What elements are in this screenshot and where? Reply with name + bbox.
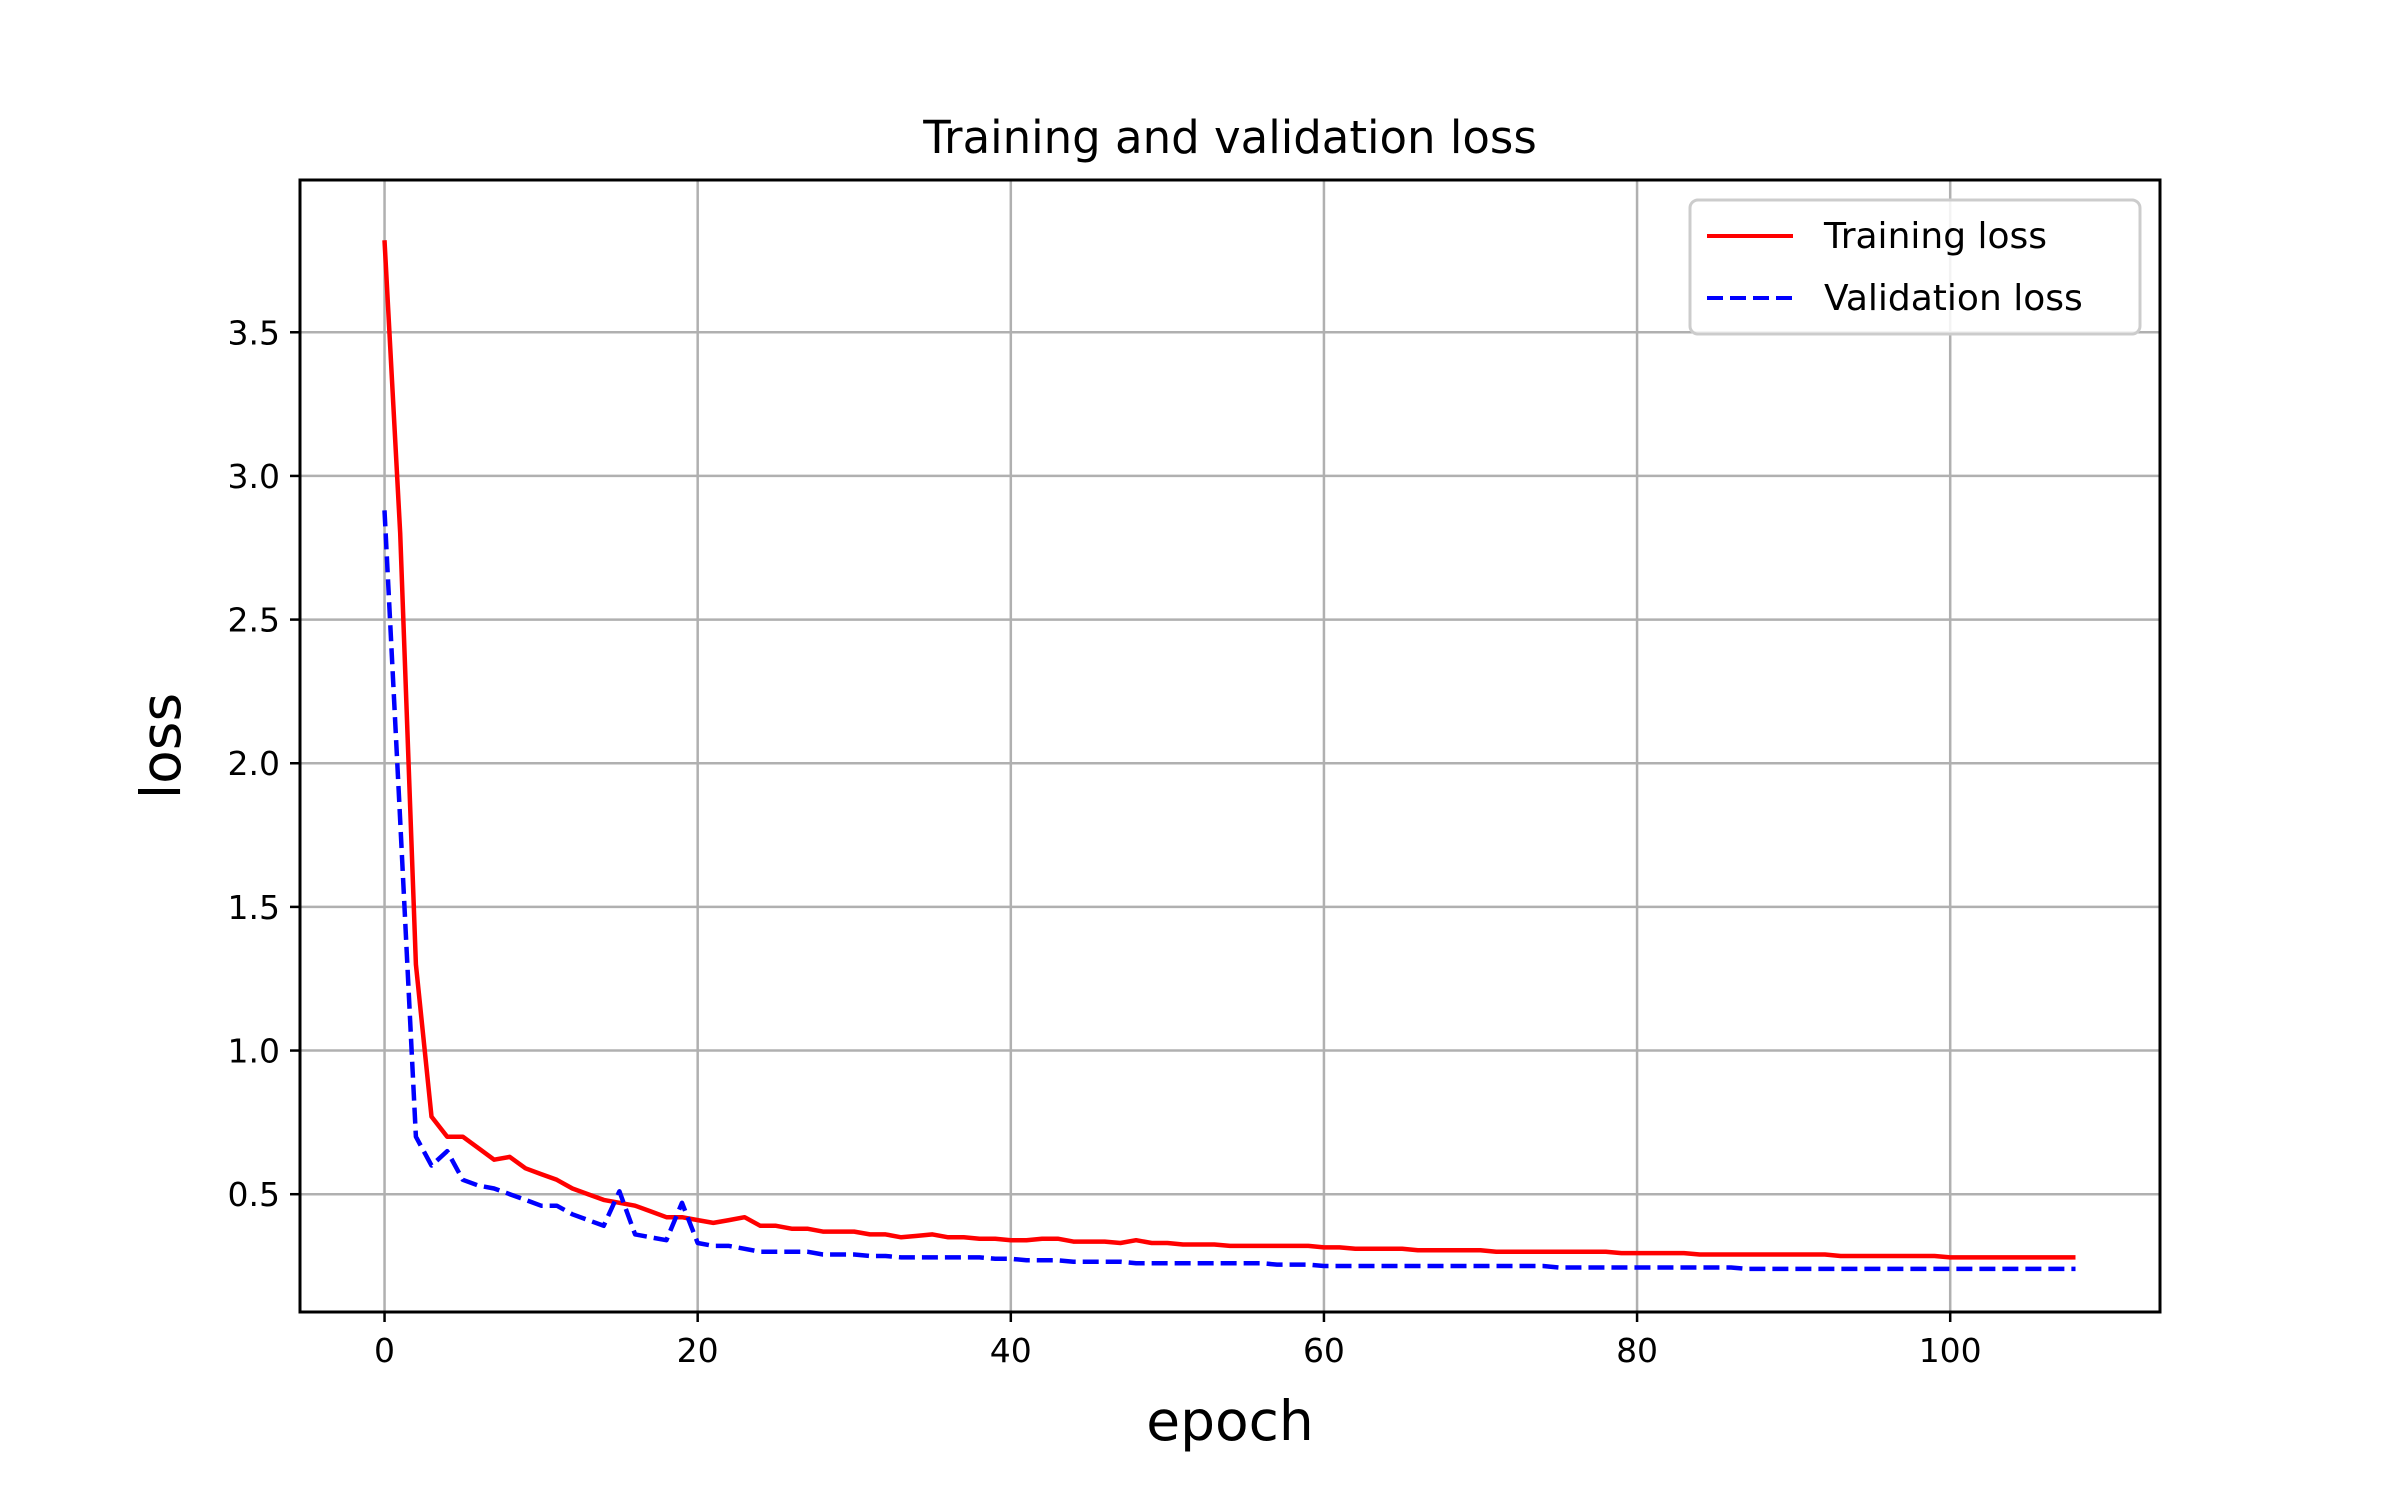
series-line-validation [382,510,2076,1272]
series-layer [382,240,2076,1272]
y-tick-label: 1.5 [228,888,280,927]
y-tick-label: 2.0 [228,744,280,783]
plot-frame [298,178,2162,1314]
y-tick-label: 3.5 [228,313,280,352]
y-tick-label: 3.0 [228,457,280,496]
axis-ticks: 0 20 40 60 80 100 0.5 1.0 1.5 2.0 2.5 3.0 3.5 [228,313,1982,1370]
legend-box [1688,198,2142,336]
y-tick-label: 1.0 [228,1032,280,1071]
y-axis-label: loss [129,693,193,799]
x-tick-label: 60 [1303,1331,1345,1370]
x-tick-label: 40 [990,1331,1032,1370]
legend: Training loss Validation loss [1688,198,2142,336]
x-tick-label: 0 [374,1331,395,1370]
series-line-training [382,240,2076,1260]
y-tick-label: 0.5 [228,1175,280,1214]
legend-label-validation: Validation loss [1824,278,2083,319]
chart-title: Training and validation loss [922,111,1537,164]
y-tick-label: 2.5 [228,601,280,640]
grid-lines [300,180,2160,1312]
x-tick-label: 80 [1616,1331,1658,1370]
legend-label-training: Training loss [1823,216,2047,257]
x-tick-label: 100 [1919,1331,1982,1370]
x-tick-label: 20 [677,1331,719,1370]
x-axis-label: epoch [1146,1389,1314,1453]
